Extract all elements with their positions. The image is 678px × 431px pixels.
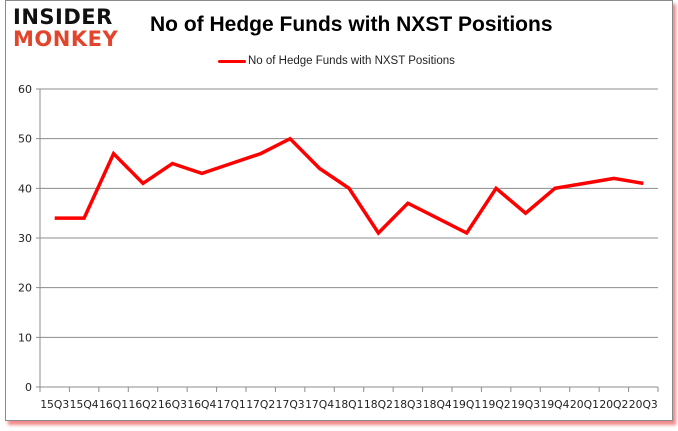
y-tick-label: 40 xyxy=(18,182,32,195)
x-tick-label: 18Q4 xyxy=(423,398,452,411)
legend-line-icon xyxy=(218,59,246,63)
x-tick-label: 16Q3 xyxy=(158,398,187,411)
y-tick-label: 0 xyxy=(25,381,32,394)
x-tick-label: 20Q2 xyxy=(599,398,628,411)
legend-label: No of Hedge Funds with NXST Positions xyxy=(248,55,455,67)
axes xyxy=(39,89,659,392)
y-tick-label: 60 xyxy=(18,83,32,96)
x-tick-label: 18Q1 xyxy=(335,398,364,411)
x-tick-label: 20Q1 xyxy=(570,398,599,411)
y-tick-label: 30 xyxy=(18,232,32,245)
x-tick-label: 18Q2 xyxy=(364,398,393,411)
gridlines xyxy=(36,88,658,388)
series-line xyxy=(54,136,644,236)
x-tick-label: 19Q4 xyxy=(541,398,570,411)
y-tick-label: 50 xyxy=(18,133,32,146)
x-axis-labels: 15Q3 15Q4 16Q1 16Q2 16Q3 16Q4 17Q1 17Q2 17Q3 17Q4… xyxy=(40,398,658,411)
x-tick-label: 20Q3 xyxy=(629,398,658,411)
x-tick-label: 17Q2 xyxy=(246,398,275,411)
x-tick-label: 19Q3 xyxy=(511,398,540,411)
logo-line-1: INSIDER xyxy=(13,5,113,29)
x-tick-label: 17Q1 xyxy=(217,398,246,411)
chart-frame xyxy=(5,0,673,421)
chart-title: No of Hedge Funds with NXST Positions xyxy=(150,13,553,36)
x-tick-label: 17Q4 xyxy=(305,398,334,411)
x-tick-label: 19Q2 xyxy=(482,398,511,411)
insider-monkey-logo: INSIDER MONKEY xyxy=(13,7,125,51)
x-tick-label: 15Q4 xyxy=(70,398,99,411)
chart-legend: No of Hedge Funds with NXST Positions xyxy=(218,55,455,67)
y-axis-labels: 0 10 20 30 40 50 60 xyxy=(18,83,32,394)
x-tick-label: 19Q1 xyxy=(452,398,481,411)
x-tick-label: 16Q1 xyxy=(99,398,128,411)
y-tick-label: 10 xyxy=(18,331,32,344)
x-tick-label: 15Q3 xyxy=(40,398,69,411)
x-tick-label: 16Q2 xyxy=(129,398,158,411)
logo-line-2: MONKEY xyxy=(13,27,119,51)
x-tick-label: 17Q3 xyxy=(276,398,305,411)
y-tick-label: 20 xyxy=(18,282,32,295)
x-tick-label: 18Q3 xyxy=(393,398,422,411)
x-tick-label: 16Q4 xyxy=(187,398,216,411)
